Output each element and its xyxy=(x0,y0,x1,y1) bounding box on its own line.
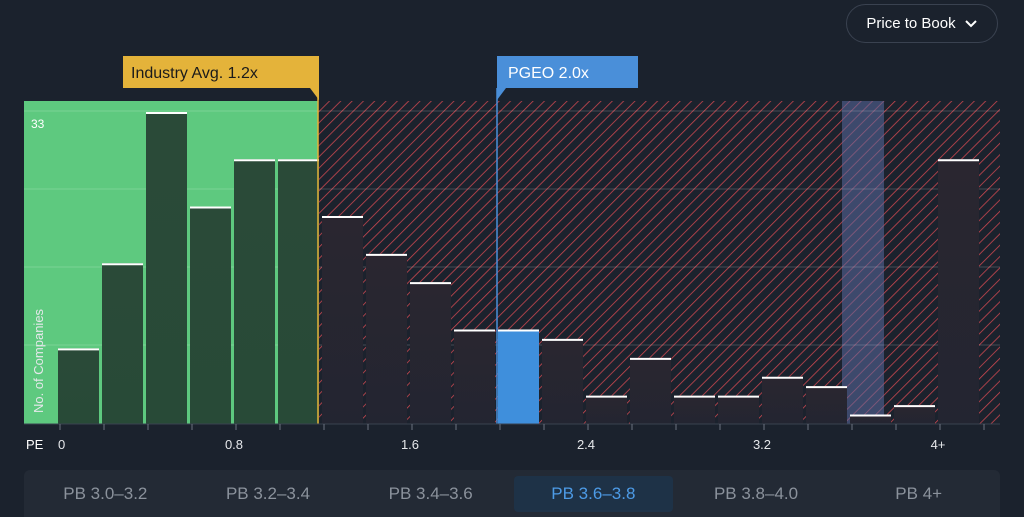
histogram-bar xyxy=(850,414,891,424)
histogram-bar xyxy=(806,386,847,424)
price-to-book-dropdown[interactable]: Price to Book xyxy=(846,4,998,43)
x-tick-label: 3.2 xyxy=(753,437,771,452)
histogram-bar xyxy=(102,263,143,424)
industry-avg-pointer xyxy=(310,88,319,100)
x-tick-label: 2.4 xyxy=(577,437,595,452)
pb-histogram-chart: Industry Avg. 1.2x PGEO 2.0x 33 No. of Com… xyxy=(24,56,1000,452)
histogram-bar xyxy=(146,112,187,424)
x-tick-label: 0 xyxy=(58,437,65,452)
histogram-bar xyxy=(542,338,583,424)
histogram-bar xyxy=(586,395,627,424)
tab-pb-range[interactable]: PB 3.4–3.6 xyxy=(388,483,473,503)
x-tick-label: 4+ xyxy=(931,437,946,452)
company-label-box xyxy=(497,56,638,88)
histogram-bar xyxy=(630,357,671,424)
histogram-bar xyxy=(278,159,319,425)
histogram-bar xyxy=(498,329,539,424)
histogram-bar xyxy=(58,348,99,424)
histogram-bar xyxy=(410,282,451,424)
tab-pb-range[interactable]: PB 4+ xyxy=(895,483,943,503)
histogram-bar xyxy=(454,329,495,424)
x-tick-label: 0.8 xyxy=(225,437,243,452)
histogram-bar xyxy=(894,405,935,424)
histogram-bar xyxy=(190,206,231,424)
tab-pb-range[interactable]: PB 3.2–3.4 xyxy=(225,483,311,503)
company-label: PGEO 2.0x xyxy=(508,65,589,82)
pb-range-tabs: PB 3.0–3.2 PB 3.2–3.4 PB 3.4–3.6 PB 3.6–3.8… xyxy=(24,470,1000,517)
histogram-bar xyxy=(674,395,715,424)
tab-pb-range[interactable]: PB 3.0–3.2 xyxy=(63,483,148,503)
company-pointer xyxy=(497,88,506,100)
histogram-bar xyxy=(718,395,759,424)
y-axis-label: No. of Companies xyxy=(31,308,46,413)
histogram-bar xyxy=(322,216,363,424)
x-tick-label: 1.6 xyxy=(401,437,419,452)
dropdown-label: Price to Book xyxy=(866,15,956,32)
y-top-label: 33 xyxy=(31,117,45,131)
histogram-bar xyxy=(938,159,979,425)
x-axis-label: PE xyxy=(26,437,44,452)
industry-avg-label-box xyxy=(123,56,319,88)
histogram-bar xyxy=(366,253,407,424)
histogram-bar xyxy=(762,376,803,424)
tab-pb-range[interactable]: PB 3.8–4.0 xyxy=(713,483,799,503)
highlight-band xyxy=(842,101,884,424)
industry-avg-label: Industry Avg. 1.2x xyxy=(131,65,258,82)
tab-pb-range[interactable]: PB 3.6–3.8 xyxy=(514,475,673,512)
chevron-down-icon xyxy=(964,19,977,27)
histogram-bar xyxy=(234,159,275,425)
